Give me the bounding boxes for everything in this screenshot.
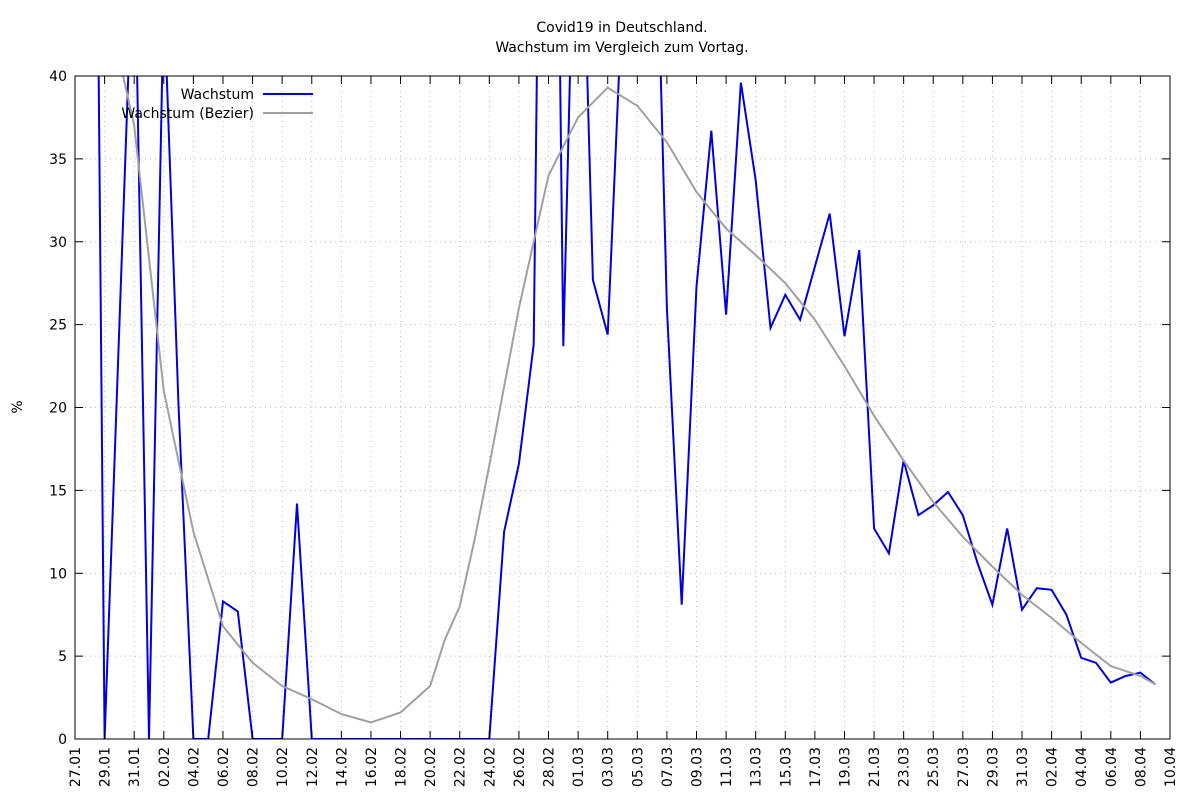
y-tick-label: 30 <box>49 235 67 251</box>
x-tick-label: 20.02 <box>423 747 439 787</box>
x-tick-label: 06.04 <box>1104 747 1120 787</box>
x-tick-label: 31.03 <box>1015 747 1031 787</box>
x-tick-label: 09.03 <box>689 747 705 787</box>
x-tick-label: 18.02 <box>394 747 410 787</box>
x-tick-label: 02.02 <box>157 747 173 787</box>
x-tick-label: 22.02 <box>453 747 469 787</box>
x-tick-label: 17.03 <box>808 747 824 787</box>
legend-label: Wachstum (Bezier) <box>121 106 254 122</box>
x-tick-label: 23.03 <box>897 747 913 787</box>
x-tick-label: 13.03 <box>749 747 765 787</box>
x-tick-label: 03.03 <box>601 747 617 787</box>
x-tick-label: 12.02 <box>305 747 321 787</box>
x-tick-label: 31.01 <box>127 747 143 787</box>
y-tick-label: 20 <box>49 401 67 417</box>
x-tick-label: 21.03 <box>867 747 883 787</box>
x-tick-label: 04.02 <box>186 747 202 787</box>
x-tick-label: 29.03 <box>985 747 1001 787</box>
chart-title: Covid19 in Deutschland. <box>536 20 707 36</box>
grid <box>74 75 1171 740</box>
x-tick-label: 06.02 <box>216 747 232 787</box>
y-tick-label: 35 <box>49 152 67 168</box>
legend-label: Wachstum <box>181 87 254 103</box>
y-axis-label: % <box>10 400 26 413</box>
x-tick-label: 10.02 <box>275 747 291 787</box>
series-line <box>122 76 1156 724</box>
plot-area <box>97 76 1156 739</box>
x-tick-label: 07.03 <box>660 747 676 787</box>
x-tick-label: 27.01 <box>68 747 84 787</box>
y-tick-label: 25 <box>49 318 67 334</box>
x-tick-label: 25.03 <box>926 747 942 787</box>
x-tick-label: 02.04 <box>1045 747 1061 787</box>
x-tick-label: 27.03 <box>956 747 972 787</box>
x-tick-label: 04.04 <box>1074 747 1090 787</box>
y-tick-label: 40 <box>49 69 67 85</box>
y-tick-label: 15 <box>49 483 67 499</box>
x-tick-label: 26.02 <box>512 747 528 787</box>
x-tick-label: 19.03 <box>837 747 853 787</box>
x-tick-label: 29.01 <box>98 747 114 787</box>
x-tick-label: 14.02 <box>334 747 350 787</box>
x-tick-label: 08.02 <box>246 747 262 787</box>
x-tick-label: 05.03 <box>630 747 646 787</box>
chart-subtitle: Wachstum im Vergleich zum Vortag. <box>495 40 748 56</box>
x-tick-label: 01.03 <box>571 747 587 787</box>
x-tick-label: 24.02 <box>482 747 498 787</box>
x-tick-label: 10.04 <box>1163 747 1179 787</box>
x-tick-label: 11.03 <box>719 747 735 787</box>
y-tick-label: 0 <box>58 732 67 748</box>
x-tick-label: 28.02 <box>542 747 558 787</box>
x-tick-label: 08.04 <box>1133 747 1149 787</box>
y-tick-label: 10 <box>49 566 67 582</box>
y-tick-label: 5 <box>58 649 67 665</box>
legend: Wachstum Wachstum (Bezier) <box>121 87 313 122</box>
series-line <box>97 76 1156 739</box>
x-tick-label: 16.02 <box>364 747 380 787</box>
x-tick-label: 15.03 <box>778 747 794 787</box>
axes: 0 5 10 15 20 25 30 35 40 27.01 29.01 31.01 02.02 04.0… <box>49 69 1179 787</box>
